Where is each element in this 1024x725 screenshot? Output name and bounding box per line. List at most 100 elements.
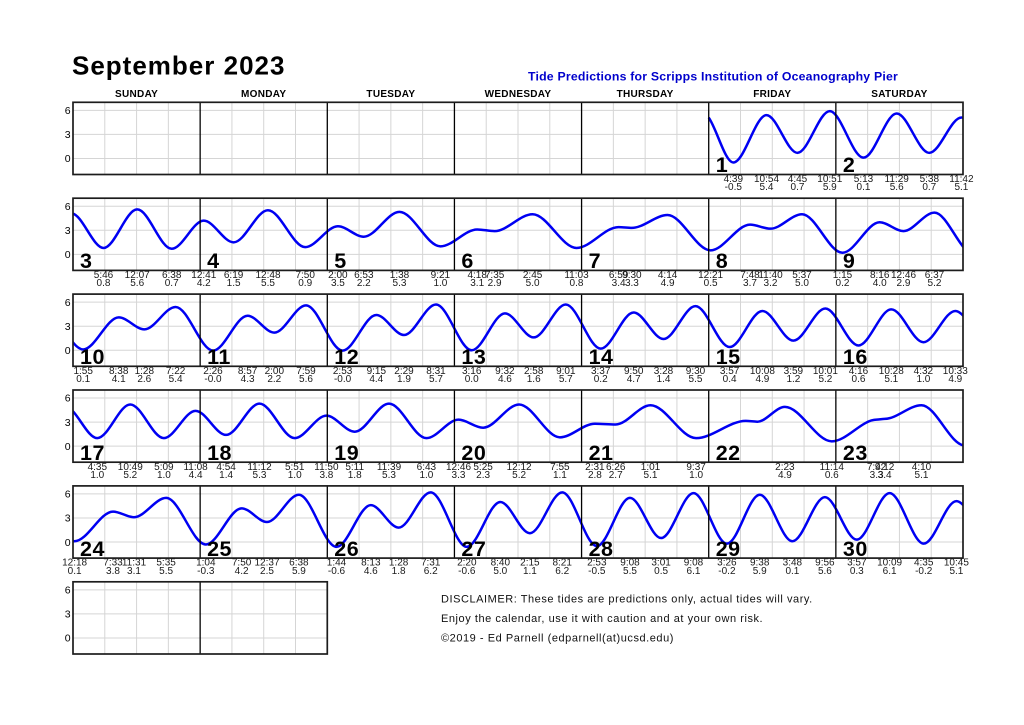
- svg-text:4.6: 4.6: [498, 374, 512, 385]
- svg-text:4:14: 4:14: [658, 270, 678, 281]
- svg-text:12:37: 12:37: [254, 558, 279, 569]
- svg-text:3: 3: [65, 321, 71, 333]
- svg-text:1.8: 1.8: [392, 566, 406, 577]
- svg-text:12: 12: [334, 345, 359, 369]
- svg-text:5.1: 5.1: [644, 470, 658, 481]
- svg-text:1.0: 1.0: [288, 470, 302, 481]
- svg-text:5.0: 5.0: [526, 278, 540, 289]
- svg-text:12:46: 12:46: [446, 462, 471, 473]
- svg-text:1:44: 1:44: [327, 558, 347, 569]
- svg-text:5:09: 5:09: [154, 462, 174, 473]
- svg-text:8: 8: [716, 249, 728, 273]
- svg-text:29: 29: [716, 537, 741, 561]
- svg-text:5.0: 5.0: [795, 278, 809, 289]
- svg-text:5:25: 5:25: [473, 462, 493, 473]
- svg-text:2.3: 2.3: [476, 470, 490, 481]
- svg-text:11:12: 11:12: [247, 462, 272, 473]
- svg-text:6:38: 6:38: [289, 558, 309, 569]
- svg-text:10:28: 10:28: [879, 366, 904, 377]
- svg-text:0.2: 0.2: [836, 278, 850, 289]
- svg-text:8:40: 8:40: [491, 558, 511, 569]
- svg-text:12:07: 12:07: [125, 270, 150, 281]
- svg-text:12:46: 12:46: [891, 270, 916, 281]
- svg-text:5:11: 5:11: [345, 462, 364, 473]
- svg-text:1: 1: [716, 153, 728, 177]
- svg-text:0.7: 0.7: [922, 182, 936, 193]
- svg-text:9: 9: [843, 249, 855, 273]
- svg-text:9:01: 9:01: [556, 366, 576, 377]
- svg-text:6:37: 6:37: [925, 270, 945, 281]
- svg-text:Tide Predictions for Scripps I: Tide Predictions for Scripps Institution…: [528, 70, 898, 84]
- svg-text:7:22: 7:22: [166, 366, 186, 377]
- svg-text:10:49: 10:49: [118, 462, 143, 473]
- svg-text:6:43: 6:43: [417, 462, 437, 473]
- svg-text:3:01: 3:01: [651, 558, 671, 569]
- svg-text:0.9: 0.9: [298, 278, 312, 289]
- svg-text:9:32: 9:32: [495, 366, 515, 377]
- svg-text:2.2: 2.2: [267, 374, 281, 385]
- svg-text:8:21: 8:21: [552, 558, 572, 569]
- svg-text:6: 6: [65, 297, 71, 309]
- svg-text:2:31: 2:31: [585, 462, 605, 473]
- svg-text:11:42: 11:42: [949, 174, 974, 185]
- svg-text:DISCLAIMER: These tides are pr: DISCLAIMER: These tides are predictions …: [441, 594, 813, 606]
- svg-text:0.2: 0.2: [594, 374, 608, 385]
- svg-text:5.1: 5.1: [915, 470, 929, 481]
- svg-text:2.8: 2.8: [588, 470, 602, 481]
- svg-text:SATURDAY: SATURDAY: [871, 89, 927, 100]
- svg-text:-0.2: -0.2: [915, 566, 933, 577]
- svg-text:6:59: 6:59: [609, 270, 629, 281]
- svg-text:5: 5: [334, 249, 346, 273]
- svg-text:4:54: 4:54: [216, 462, 236, 473]
- svg-text:2:00: 2:00: [265, 366, 285, 377]
- svg-text:1:55: 1:55: [73, 366, 93, 377]
- svg-text:1.0: 1.0: [90, 470, 104, 481]
- svg-text:5:51: 5:51: [285, 462, 305, 473]
- svg-text:12:41: 12:41: [191, 270, 216, 281]
- svg-text:2.7: 2.7: [609, 470, 623, 481]
- svg-text:5.2: 5.2: [512, 470, 526, 481]
- svg-text:3:16: 3:16: [462, 366, 482, 377]
- svg-text:3.1: 3.1: [127, 566, 141, 577]
- svg-text:2.6: 2.6: [137, 374, 151, 385]
- svg-text:9:21: 9:21: [431, 270, 451, 281]
- svg-text:21: 21: [589, 441, 614, 465]
- svg-text:0: 0: [65, 153, 71, 165]
- svg-text:3:37: 3:37: [591, 366, 611, 377]
- svg-text:4.9: 4.9: [778, 470, 792, 481]
- svg-text:4:45: 4:45: [788, 174, 808, 185]
- svg-text:0: 0: [65, 537, 71, 549]
- svg-text:3.3: 3.3: [870, 470, 884, 481]
- svg-text:3.2: 3.2: [764, 278, 778, 289]
- svg-text:©2019 - Ed Parnell (edparnell(: ©2019 - Ed Parnell (edparnell(at)ucsd.ed…: [441, 633, 674, 645]
- svg-text:1:28: 1:28: [389, 558, 409, 569]
- svg-text:23: 23: [843, 441, 868, 465]
- svg-text:-0.0: -0.0: [204, 374, 222, 385]
- svg-text:3: 3: [65, 513, 71, 525]
- svg-text:10:09: 10:09: [877, 558, 902, 569]
- svg-text:2:53: 2:53: [333, 366, 353, 377]
- svg-text:0.6: 0.6: [825, 470, 839, 481]
- svg-text:WEDNESDAY: WEDNESDAY: [485, 89, 552, 100]
- svg-text:5.6: 5.6: [818, 566, 832, 577]
- svg-text:4:10: 4:10: [912, 462, 932, 473]
- svg-text:1:01: 1:01: [641, 462, 661, 473]
- svg-text:4: 4: [207, 249, 219, 273]
- svg-text:9:56: 9:56: [815, 558, 835, 569]
- svg-text:0: 0: [65, 249, 71, 261]
- svg-text:6:38: 6:38: [162, 270, 182, 281]
- svg-text:3.8: 3.8: [319, 470, 333, 481]
- svg-text:2:23: 2:23: [775, 462, 795, 473]
- svg-text:SUNDAY: SUNDAY: [115, 89, 158, 100]
- svg-text:4.2: 4.2: [235, 566, 249, 577]
- svg-text:0.0: 0.0: [465, 374, 479, 385]
- svg-text:3:59: 3:59: [784, 366, 804, 377]
- svg-text:0.1: 0.1: [785, 566, 799, 577]
- svg-text:9:30: 9:30: [686, 366, 706, 377]
- svg-text:6.1: 6.1: [687, 566, 701, 577]
- svg-text:5.9: 5.9: [823, 182, 837, 193]
- svg-text:4.7: 4.7: [627, 374, 641, 385]
- svg-text:3:48: 3:48: [783, 558, 803, 569]
- svg-text:6: 6: [65, 489, 71, 501]
- svg-text:10:01: 10:01: [813, 366, 838, 377]
